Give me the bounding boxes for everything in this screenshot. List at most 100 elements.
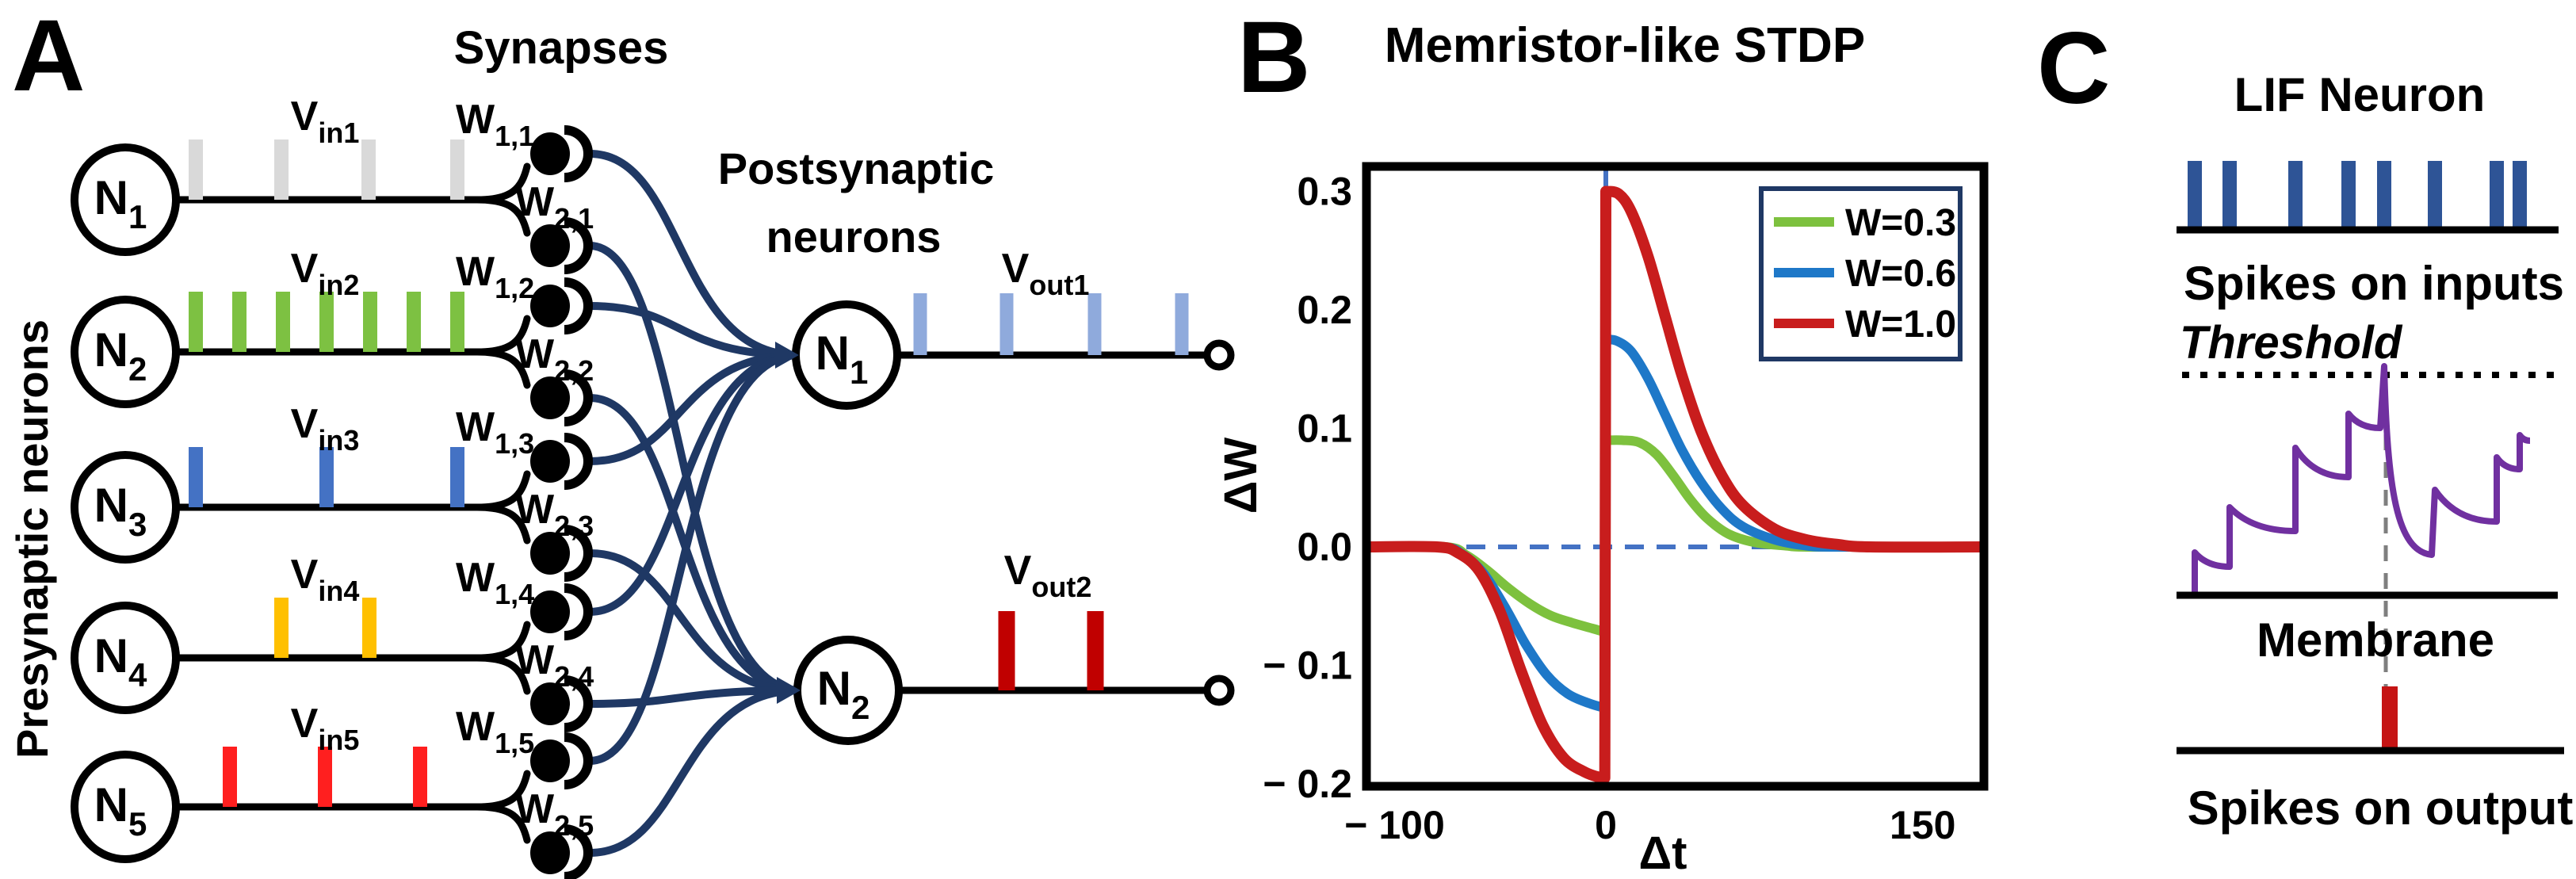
synapse-cleft-icon [564,433,593,490]
y-tick-label: 0.1 [1297,407,1352,451]
synapse-connection-curve [589,686,801,708]
weight-label-lower-sub: 2,2 [554,354,594,387]
vin-label-main: V [291,552,319,598]
weight-label-lower: W2,4 [515,637,594,693]
presynaptic-neuron-label-sub: 4 [128,656,147,694]
panel-b: B Memristor-like STDP 0.3 0.2 0.1 0.0 − 0.1 −… [1215,1,1989,879]
vin-label-main: V [291,246,319,292]
presynaptic-neuron-label: N5 [94,778,147,843]
presynaptic-neuron-circle [71,296,180,408]
input-spike [450,139,464,200]
presynaptic-neuron-circle [71,451,180,564]
presynaptic-neuron-label-sub: 2 [128,350,147,388]
axon-fork-lower [473,654,531,695]
x-tick-label: − 100 [1344,803,1445,847]
synapse-bouton-icon [530,831,570,874]
presynaptic-neuron-label: N4 [94,629,147,694]
synapse-cleft-icon [564,125,593,182]
presynaptic-neuron-label-main: N [94,778,128,831]
panel-c: C LIF Neuron Spikes on inputs Threshold … [2037,12,2573,835]
vout-label: Vout1 [1002,246,1090,301]
presynaptic-neuron-label: N3 [94,479,147,543]
weight-label-upper: W1,3 [456,404,534,460]
weight-label-lower-sub: 2,1 [554,202,594,235]
synapse-bouton-icon [530,440,570,483]
postsynaptic-neuron-label-main: N [816,327,850,380]
synapses-title: Synapses [454,22,669,74]
weight-label-upper-main: W [456,555,495,601]
weight-label-upper-main: W [456,404,495,450]
postsynaptic-neuron-label: N1 [816,327,869,391]
input-spike [223,747,237,807]
synapse-bouton-icon [530,740,570,782]
vin-label-sub: in1 [318,117,359,149]
output-voltage-spike [998,611,1015,690]
input-spike [319,292,334,352]
stdp-curve-w-1.0 [1365,185,1982,785]
panel-b-title: Memristor-like STDP [1385,18,1865,73]
presynaptic-neuron-label-main: N [94,629,128,682]
weight-label-upper-sub: 1,1 [495,120,534,152]
synapse-connection-curves [589,150,801,857]
threshold-label: Threshold [2180,317,2403,369]
vout-label-sub: out1 [1029,269,1089,301]
vin-label-main: V [291,701,319,747]
lif-input-spike [2288,161,2303,230]
y-tick-label: 0.0 [1297,525,1352,569]
vout-label: Vout2 [1004,548,1092,603]
panel-a-letter: A [12,0,85,113]
postsynaptic-neuron: N1 Vout1 [775,246,1235,410]
synapse-bouton-icon [530,682,570,725]
vin-label: Vin3 [291,401,360,457]
panel-a: A Synapses Presynaptic neurons Postsynap… [7,0,1235,879]
axon-fork-lower [473,196,531,237]
legend-label: W=0.6 [1845,253,1956,295]
x-axis-label: Δt [1638,827,1687,879]
presynaptic-neuron-circle [71,751,180,863]
weight-label-lower-main: W [515,487,555,533]
synapse-connection-curve [589,549,801,694]
weight-label-lower-sub: 2,3 [554,510,594,542]
presynaptic-neurons-label: Presynaptic neurons [7,319,57,759]
output-terminal-circle [1203,339,1235,371]
presynaptic-neuron-label-sub: 5 [128,805,147,843]
lif-input-spike [2490,161,2504,230]
input-spike [450,447,464,507]
synapse-cleft-icon [564,525,593,582]
input-spike [319,447,334,507]
lif-neuron-diagram [2177,161,2564,755]
weight-label-lower: W2,3 [515,487,594,542]
input-spike [363,292,377,352]
postsynaptic-neuron-label-sub: 2 [851,689,869,726]
input-spike [274,598,289,658]
axon-fork-lower [473,503,531,545]
y-tick-label: − 0.2 [1263,762,1352,806]
weight-label-lower: W2,5 [515,786,594,842]
synapse-bouton-icon [530,532,570,575]
lif-input-spike [2513,161,2527,230]
input-spike [276,292,290,352]
input-spike [362,598,376,658]
postsynaptic-neuron-label-sub: 1 [850,354,868,391]
stdp-plot-frame [1362,162,1989,791]
lif-input-spike [2377,161,2391,230]
axon-fork-lower [473,348,531,389]
synapse-connection-curve [589,150,799,359]
output-voltage-spike [1087,293,1102,355]
output-voltage-spike [999,293,1014,355]
synapse-connection-curve [589,351,799,765]
postsynaptic-neuron-label-main: N [817,662,851,715]
weight-label-lower-sub: 2,5 [554,809,594,842]
stdp-plot: 0.30.20.10.0− 0.1− 0.2− 100 0 150W=0.3W=0.… [1263,162,1989,847]
weight-label-upper-main: W [456,704,495,750]
convergence-arrowhead-icon [775,342,799,369]
presynaptic-neuron-circle [71,602,180,714]
synapse-bouton-icon [530,132,570,175]
synapse-cleft-icon [564,675,593,732]
y-tick-label: − 0.1 [1263,644,1352,688]
vin-label-sub: in3 [318,424,359,457]
